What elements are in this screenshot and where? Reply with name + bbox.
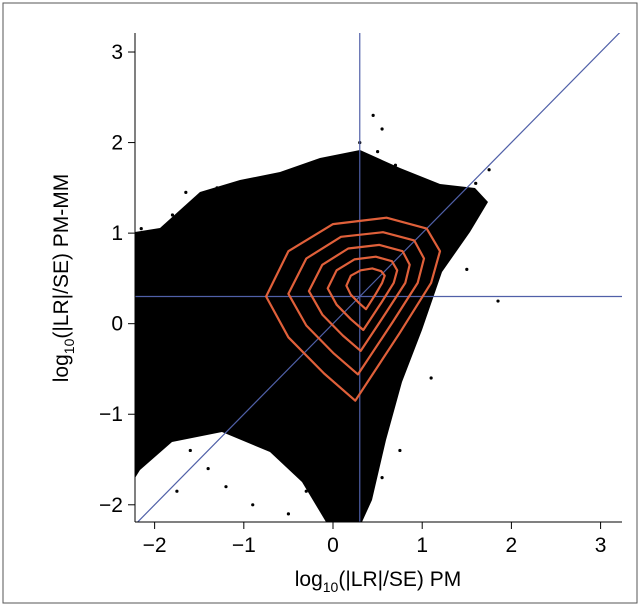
- x-tick-label: −2: [143, 534, 167, 557]
- point: [398, 448, 402, 453]
- y-label-subscript: 10: [61, 338, 77, 354]
- point: [286, 512, 291, 516]
- contour: [287, 231, 426, 376]
- point: [349, 498, 353, 502]
- point: [277, 190, 282, 194]
- point: [206, 466, 210, 471]
- x-tick-label: 1: [416, 534, 428, 557]
- point: [340, 512, 344, 516]
- y-tick-label: −2: [99, 494, 123, 517]
- contour: [326, 255, 399, 332]
- y-tick-label: 3: [111, 41, 123, 64]
- point: [335, 168, 340, 172]
- point: [242, 181, 246, 185]
- point: [474, 181, 478, 185]
- y-tick-label: −1: [99, 403, 123, 426]
- point: [380, 127, 384, 131]
- x-axis-label: log10(|LR|/SE) PM: [295, 568, 462, 595]
- x-tick-label: 3: [595, 534, 607, 557]
- y-tick-label: 2: [111, 132, 123, 155]
- point: [393, 163, 398, 167]
- dense-cloud: [135, 150, 488, 522]
- point: [322, 186, 326, 190]
- point: [465, 267, 469, 271]
- point: [153, 403, 157, 407]
- y-tick-label: 1: [111, 222, 123, 245]
- y-label-suffix: (|LR|/SE) PM-MM: [50, 174, 73, 339]
- point: [496, 299, 500, 303]
- contour: [307, 243, 411, 352]
- y-label-prefix: log: [50, 354, 73, 382]
- contour: [265, 216, 442, 402]
- x-label-suffix: (|LR|/SE) PM: [338, 568, 461, 591]
- point: [170, 430, 175, 434]
- point: [139, 227, 143, 231]
- y-tick-label: 0: [111, 313, 123, 336]
- point: [197, 240, 201, 244]
- x-label-prefix: log: [295, 568, 323, 591]
- point: [487, 168, 491, 172]
- point: [380, 476, 384, 480]
- point: [184, 190, 188, 194]
- x-tick-label: 2: [506, 534, 518, 557]
- point: [429, 376, 433, 380]
- x-tick-label: 0: [327, 534, 339, 557]
- plot-area: [135, 150, 488, 522]
- contour: [345, 267, 386, 311]
- x-tick-label: −1: [232, 534, 256, 557]
- point: [371, 113, 375, 118]
- point: [304, 489, 308, 493]
- point: [161, 267, 166, 271]
- x-label-subscript: 10: [323, 579, 339, 595]
- point: [376, 150, 380, 154]
- point: [175, 489, 179, 493]
- point: [215, 186, 219, 190]
- point: [251, 503, 255, 507]
- point: [224, 485, 228, 489]
- y-axis-label: log10(|LR|/SE) PM-MM: [50, 174, 77, 383]
- reference-diagonal: [136, 33, 621, 522]
- point: [144, 376, 148, 380]
- point: [188, 448, 192, 453]
- point: [170, 213, 175, 217]
